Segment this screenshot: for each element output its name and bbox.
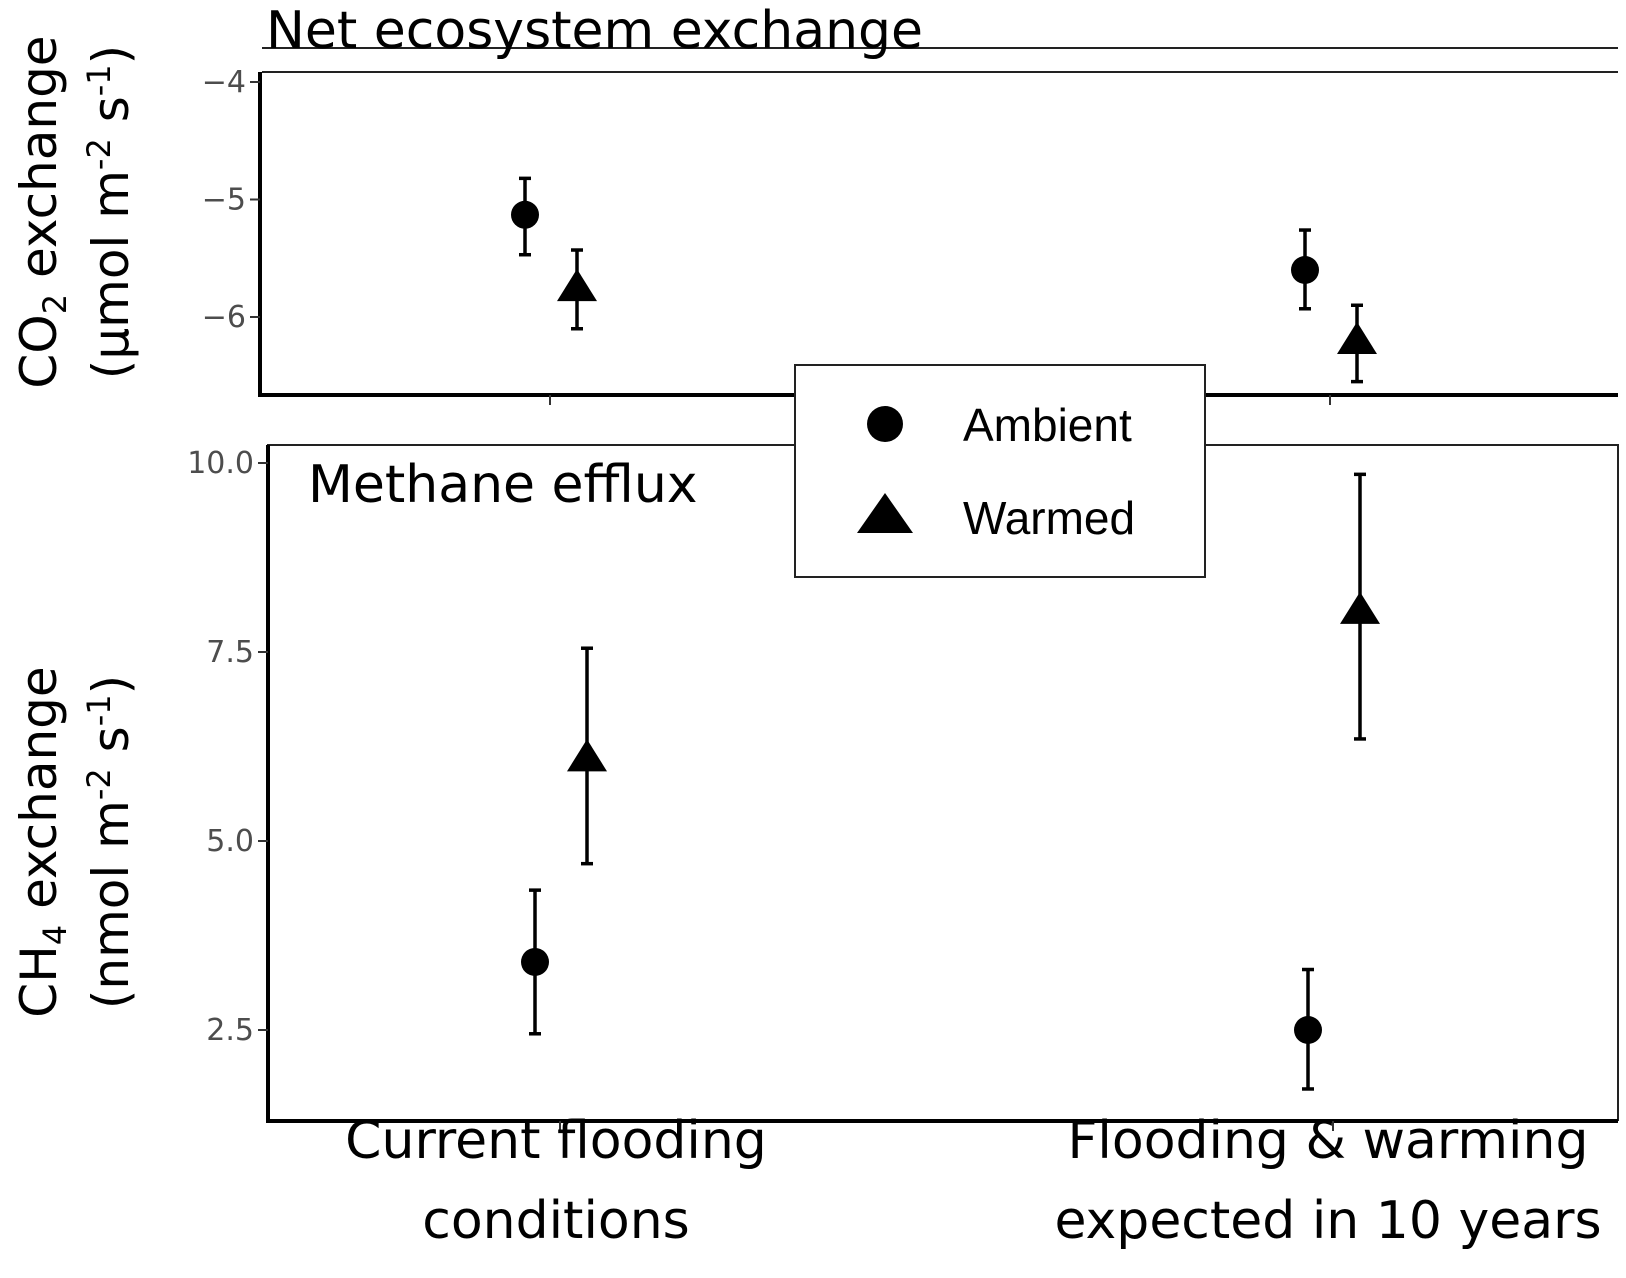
ch4-y-axis-unit: (nmol m-2 s-1) (80, 675, 140, 1009)
legend-label-ambient: Ambient (963, 399, 1132, 451)
legend-box (794, 364, 1206, 578)
co2-y-axis-unit: (µmol m-2 s-1) (80, 45, 140, 379)
co2-panel-title: Net ecosystem exchange (266, 1, 923, 61)
legend: Ambient Warmed (794, 364, 1206, 578)
y-tick-label: 10.0 (187, 446, 254, 481)
ch4-y-axis-label: CH4 exchange (10, 666, 74, 1017)
ch4-panel-title: Methane efflux (308, 455, 698, 515)
ch4-panel: Methane efflux 2.5 5.0 7.5 10.0 CH4 exchang… (10, 444, 1619, 1251)
legend-triangle-icon (857, 493, 913, 533)
x-category-label: Current flooding (345, 1111, 767, 1171)
co2-y-axis-label: CO2 exchange (10, 35, 74, 388)
point-ambient (1291, 256, 1319, 284)
point-warmed (567, 739, 607, 772)
point-ambient (1294, 1016, 1322, 1044)
y-tick-label: −5 (202, 183, 246, 218)
y-tick-label: 2.5 (206, 1013, 254, 1048)
x-category-label: Flooding & warming (1068, 1111, 1589, 1171)
point-warmed (557, 269, 597, 302)
point-warmed (1337, 321, 1377, 354)
point-warmed (1340, 591, 1380, 624)
y-tick-label: −6 (202, 300, 246, 335)
x-category-label: expected in 10 years (1054, 1191, 1601, 1251)
co2-panel: Net ecosystem exchange −4 −5 −6 CO2 exchan… (10, 1, 1618, 405)
point-ambient (521, 947, 549, 976)
legend-label-warmed: Warmed (963, 492, 1135, 544)
y-tick-label: 7.5 (206, 635, 254, 670)
legend-circle-icon (867, 406, 903, 442)
y-tick-label: −4 (202, 65, 246, 100)
point-ambient (511, 200, 539, 229)
y-tick-label: 5.0 (206, 824, 254, 859)
x-category-label: conditions (422, 1191, 690, 1251)
